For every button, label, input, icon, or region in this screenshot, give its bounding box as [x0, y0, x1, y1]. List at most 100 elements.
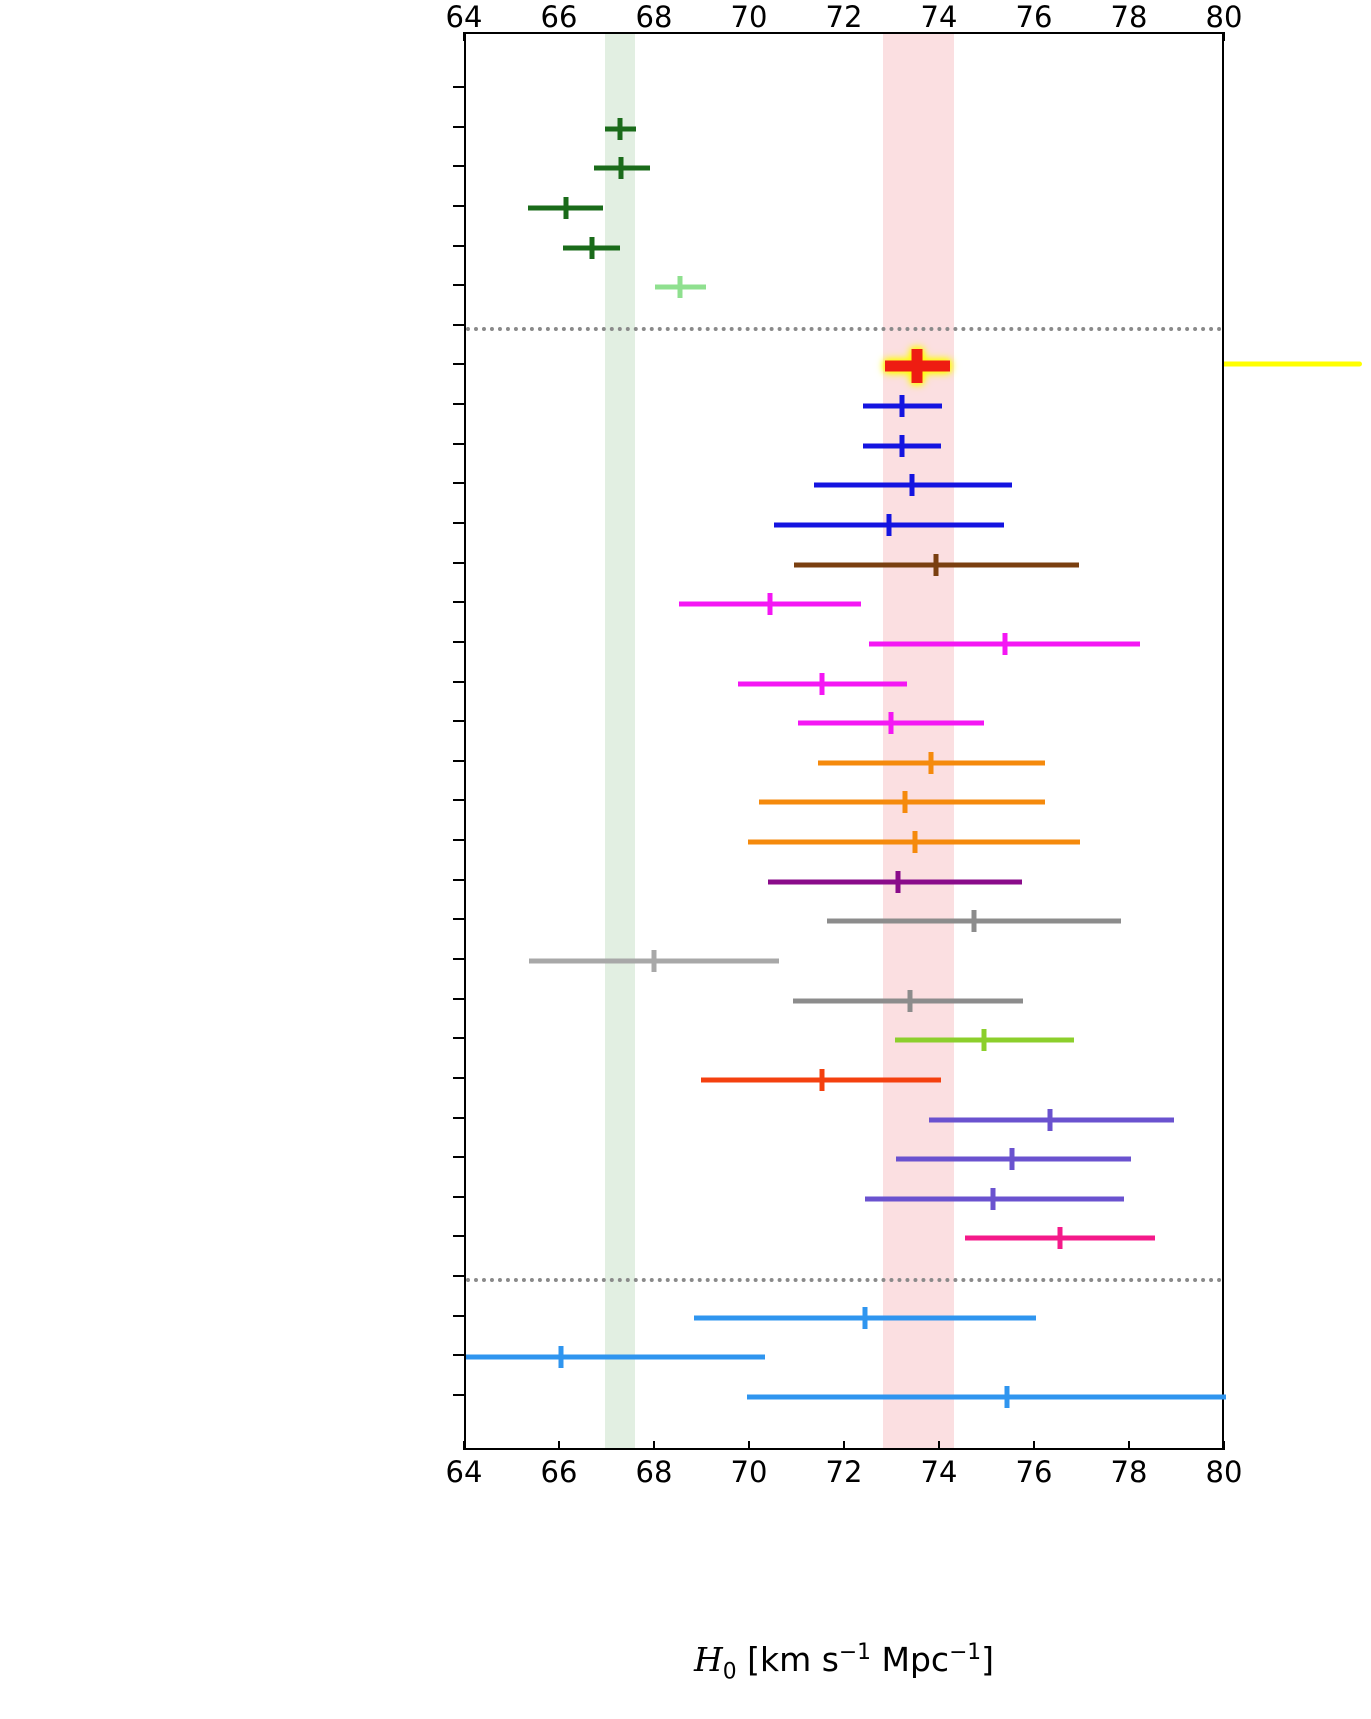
errorbar-center-marker [767, 593, 773, 616]
x-tick-bottom [653, 1441, 655, 1450]
errorbar-row-33 [747, 1386, 1226, 1408]
errorbar-row-24 [894, 1029, 1074, 1052]
errorbar-row-26 [928, 1108, 1174, 1131]
x-tick-label-top-70: 70 [730, 0, 768, 34]
x-tick-label-top-68: 68 [635, 0, 673, 34]
y-tick [453, 403, 464, 406]
errorbar-center-marker [990, 1187, 996, 1210]
errorbar-row-29 [964, 1227, 1155, 1250]
errorbar-row-31 [694, 1306, 1036, 1329]
errorbar-row-5 [655, 276, 706, 299]
x-tick-bottom [843, 1441, 845, 1450]
x-tick-label-top-78: 78 [1110, 0, 1148, 34]
errorbar-center-marker [862, 1306, 868, 1329]
x-tick-label-bottom-72: 72 [825, 1455, 863, 1489]
errorbar-center-marker [1002, 632, 1008, 655]
errorbar-center-marker [888, 712, 894, 735]
y-tick [453, 799, 464, 802]
errorbar-row-17 [818, 751, 1045, 774]
y-tick [453, 561, 464, 564]
errorbar-row-32 [466, 1346, 766, 1369]
y-tick [453, 958, 464, 960]
errorbar-center-marker [651, 950, 657, 972]
y-tick [453, 1037, 464, 1040]
y-tick [453, 720, 464, 723]
y-tick [453, 839, 464, 842]
errorbar-center-marker [589, 236, 595, 259]
errorbar-row-15 [737, 672, 907, 695]
errorbar-row-10 [814, 474, 1013, 497]
x-tick-label-bottom-80: 80 [1205, 1455, 1243, 1489]
errorbar-row-2 [593, 157, 650, 180]
errorbar-row-18 [759, 791, 1045, 814]
x-tick-label-bottom-78: 78 [1110, 1455, 1148, 1489]
errorbar-center-marker [677, 276, 683, 299]
y-tick [453, 522, 464, 524]
errorbar-center-marker [895, 870, 901, 893]
plot-area [464, 32, 1226, 1450]
errorbar-row-11 [774, 514, 1004, 536]
errorbar-row-19 [747, 831, 1080, 854]
errorbar-center-marker [928, 751, 934, 774]
y-tick [453, 284, 464, 287]
y-tick [453, 640, 464, 643]
errorbar-center-marker [563, 196, 569, 219]
late-universe-band [883, 34, 955, 1448]
y-tick [453, 125, 464, 128]
y-tick [453, 680, 464, 683]
errorbar-row-20 [767, 870, 1022, 893]
errorbar-row-21 [826, 910, 1122, 933]
errorbar-center-marker [899, 434, 905, 457]
errorbar-row-3 [528, 196, 603, 219]
errorbar-row-12 [793, 553, 1079, 576]
y-tick [453, 1275, 464, 1278]
errorbar-center-marker [911, 349, 923, 384]
x-tick-label-top-76: 76 [1015, 0, 1053, 34]
errorbar-line [767, 879, 1022, 885]
x-tick-bottom [463, 1441, 465, 1450]
errorbar-row-13 [678, 593, 861, 616]
y-tick [453, 165, 464, 168]
y-tick [453, 204, 464, 207]
errorbar-row-27 [895, 1148, 1131, 1171]
errorbar-center-marker [819, 1068, 825, 1091]
errorbar-row-28 [864, 1187, 1124, 1210]
errorbar-center-marker [909, 474, 915, 497]
x-tick-label-bottom-64: 64 [445, 1455, 483, 1489]
y-tick [453, 323, 464, 326]
errorbar-row-14 [869, 632, 1141, 655]
y-tick [453, 601, 464, 604]
x-tick-top [1223, 32, 1225, 41]
errorbar-row-7 [885, 349, 951, 384]
errorbar-row-16 [798, 712, 984, 735]
y-tick [453, 363, 464, 366]
errorbar-line [747, 1394, 1226, 1400]
x-tick-label-bottom-70: 70 [730, 1455, 768, 1489]
errorbar-row-1 [605, 117, 637, 140]
x-tick-bottom [558, 1441, 560, 1450]
y-tick [453, 1235, 464, 1238]
x-tick-label-top-64: 64 [445, 0, 483, 34]
y-tick [453, 86, 464, 88]
y-tick [453, 1156, 464, 1159]
errorbar-center-marker [912, 831, 918, 854]
x-tick-label-bottom-76: 76 [1015, 1455, 1053, 1489]
x-tick-label-bottom-68: 68 [635, 1455, 673, 1489]
errorbar-row-23 [792, 989, 1023, 1012]
x-tick-bottom [1128, 1441, 1130, 1450]
errorbar-row-4 [563, 236, 621, 259]
errorbar-row-8 [862, 395, 942, 418]
y-tick [453, 482, 464, 485]
errorbar-center-marker [886, 514, 892, 536]
errorbar-center-marker [899, 395, 905, 418]
errorbar-center-marker [819, 672, 825, 695]
errorbar-row-25 [701, 1068, 941, 1091]
x-axis-title: H0 [km s−1 Mpc−1] [693, 1640, 995, 1685]
y-tick [453, 1195, 464, 1198]
x-tick-label-bottom-66: 66 [540, 1455, 578, 1489]
errorbar-row-9 [863, 434, 941, 457]
errorbar-center-marker [902, 791, 908, 814]
section-divider [466, 326, 1222, 331]
y-tick [453, 1354, 464, 1357]
x-tick-label-top-74: 74 [920, 0, 958, 34]
